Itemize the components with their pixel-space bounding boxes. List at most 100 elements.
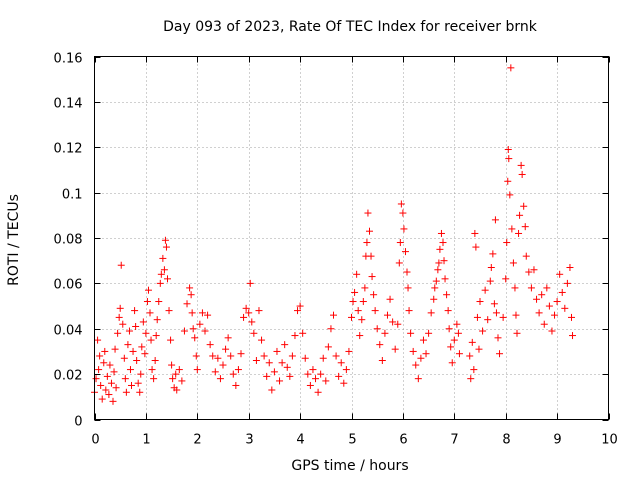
data-point — [153, 316, 161, 324]
data-point — [250, 329, 258, 337]
data-point — [286, 372, 294, 380]
data-point — [356, 332, 364, 340]
data-point — [142, 329, 150, 337]
data-point — [553, 298, 561, 306]
data-point — [432, 277, 440, 285]
data-point — [255, 307, 263, 315]
data-point — [396, 239, 404, 247]
data-point — [472, 243, 480, 251]
data-point — [522, 252, 530, 260]
data-point — [169, 375, 177, 383]
data-point — [434, 266, 442, 274]
data-point — [490, 300, 498, 308]
data-point — [101, 347, 109, 355]
data-point — [156, 279, 164, 287]
data-point — [437, 229, 445, 237]
data-point — [187, 291, 195, 299]
data-point — [359, 298, 367, 306]
data-point — [191, 334, 199, 342]
data-point — [322, 377, 330, 385]
data-point — [364, 209, 372, 217]
data-point — [381, 329, 389, 337]
data-point — [227, 352, 235, 360]
x-axis-title: GPS time / hours — [291, 458, 408, 474]
data-point — [116, 304, 124, 312]
data-point — [95, 366, 103, 374]
data-point — [466, 352, 474, 360]
data-point — [376, 341, 384, 349]
data-point — [540, 320, 548, 328]
data-point — [569, 332, 577, 340]
data-point — [448, 359, 456, 367]
data-point — [499, 313, 507, 321]
data-point — [450, 336, 458, 344]
data-point — [309, 366, 317, 374]
data-point — [273, 347, 281, 355]
data-point — [517, 161, 525, 169]
data-point — [430, 295, 438, 303]
data-point — [470, 366, 478, 374]
data-point — [503, 239, 511, 247]
data-point — [112, 384, 120, 392]
data-point — [337, 359, 345, 367]
data-point — [143, 298, 151, 306]
data-point — [475, 345, 483, 353]
data-point — [163, 275, 171, 283]
data-point — [245, 309, 253, 317]
data-point — [467, 375, 475, 383]
data-point — [258, 336, 266, 344]
data-point — [566, 263, 574, 271]
data-point — [94, 336, 102, 344]
data-point — [283, 363, 291, 371]
data-point — [348, 313, 355, 321]
grid — [94, 56, 609, 420]
data-point — [172, 370, 180, 378]
data-point — [150, 375, 158, 383]
data-point — [471, 229, 479, 237]
data-point — [136, 388, 144, 396]
data-point — [168, 361, 176, 369]
data-point — [193, 366, 201, 374]
x-tick-label: 1 — [142, 433, 150, 448]
data-point — [114, 329, 122, 337]
data-point — [354, 307, 362, 315]
data-point — [520, 202, 528, 210]
data-point — [214, 354, 222, 362]
x-tick-label: 9 — [553, 433, 561, 448]
data-point — [324, 343, 332, 351]
x-tick-label: 3 — [245, 433, 253, 448]
data-point — [521, 223, 529, 231]
data-point — [345, 347, 353, 355]
data-point — [144, 286, 152, 294]
data-point — [563, 279, 571, 287]
data-point — [276, 377, 284, 385]
data-point — [567, 313, 575, 321]
data-point — [365, 227, 373, 235]
data-point — [349, 298, 357, 306]
y-tick-label: 0.06 — [54, 278, 83, 293]
data-point — [342, 366, 350, 374]
data-point — [216, 375, 224, 383]
data-point — [151, 357, 159, 365]
data-point — [414, 375, 422, 383]
x-tick-label: 0 — [91, 433, 99, 448]
data-point — [115, 313, 123, 321]
data-point — [137, 370, 145, 378]
x-tick-label: 7 — [450, 433, 458, 448]
data-point — [558, 288, 566, 296]
data-point — [447, 343, 455, 351]
data-point — [146, 309, 154, 317]
data-point — [222, 345, 230, 353]
data-point — [288, 352, 296, 360]
data-point — [556, 270, 564, 278]
data-point — [383, 311, 391, 319]
data-point — [513, 329, 521, 337]
y-axis-title: ROTI / TECUs — [6, 194, 22, 286]
data-point — [299, 329, 307, 337]
data-point — [270, 368, 278, 376]
y-tick-labels: 0 0.02 0.04 0.06 0.08 0.1 0.12 0.14 0.16 — [54, 52, 83, 430]
data-point — [157, 270, 165, 278]
data-point — [175, 366, 183, 374]
data-point — [419, 336, 427, 344]
data-point — [439, 239, 447, 247]
